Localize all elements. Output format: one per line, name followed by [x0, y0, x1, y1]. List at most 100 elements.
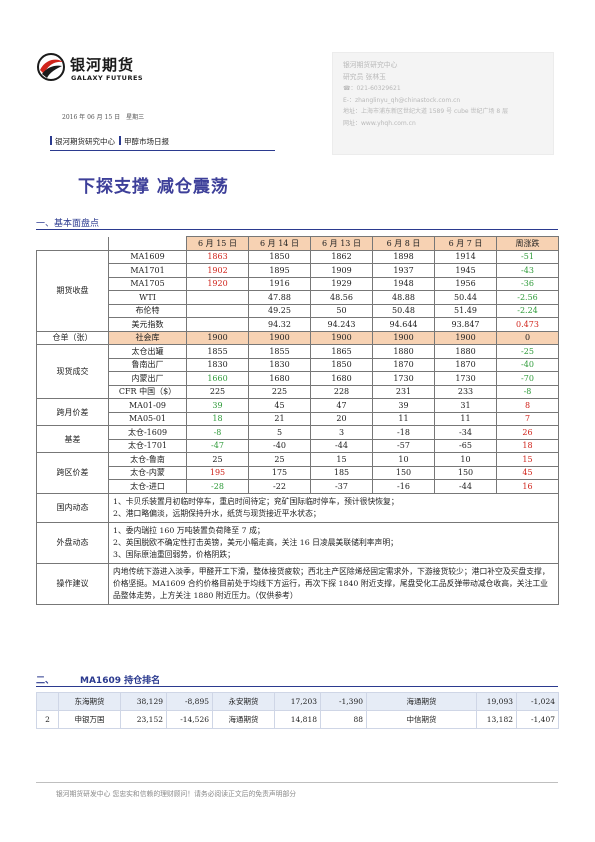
fundamentals-table-body: 6 月 15 日 6 月 14 日 6 月 13 日 6 月 8 日 6 月 7… — [36, 236, 559, 605]
weekly-change-cell: 45 — [496, 465, 559, 480]
table-row: 期货收盘 MA1609 1863 1850 1862 1898 1914 -51 — [36, 249, 559, 332]
position-value: 23,152 — [120, 710, 167, 729]
advice-content: 内地传统下游进入淡季，甲醛开工下滑，整体接货疲软；西北主产区除烯烃固定需求外，下… — [108, 562, 559, 605]
footer-rule — [36, 782, 558, 783]
row-label: MA1609 — [108, 249, 187, 264]
breadcrumb-separator — [119, 136, 121, 145]
table-row: 太仓-进口 -28 -22 -37 -16 -44 16 — [37, 479, 559, 494]
value-cell: 1900 — [248, 330, 311, 345]
value-cell: 94.32 — [248, 317, 311, 332]
breadcrumb-rule — [50, 150, 275, 151]
value-cell: 1895 — [248, 263, 311, 278]
fundamentals-table: 6 月 15 日 6 月 14 日 6 月 13 日 6 月 8 日 6 月 7… — [36, 236, 559, 605]
weekly-change-cell: 16 — [496, 479, 559, 494]
row-group-label: 仓单（张） — [36, 330, 109, 345]
weekly-change-cell: 7 — [496, 411, 559, 426]
position-change: -1,407 — [516, 710, 559, 729]
table-row: 太仓-内蒙 195 175 185 150 150 45 — [37, 465, 559, 480]
report-date: 2016 年 06 月 15 日星期三 — [62, 112, 150, 121]
row-label: WTI — [108, 290, 187, 305]
value-cell: -34 — [434, 425, 497, 440]
brand-logo: 银河期货 GALAXY FUTURES — [36, 50, 146, 90]
position-change: -1,390 — [320, 692, 367, 711]
header-cell: 6 月 7 日 — [434, 236, 497, 251]
value-cell: 31 — [434, 398, 497, 413]
advice-label: 操作建议 — [36, 562, 109, 605]
value-cell: 1855 — [248, 344, 311, 359]
value-cell: 47 — [310, 398, 373, 413]
weekly-change-cell: -70 — [496, 371, 559, 386]
weekly-change-cell: 0 — [496, 330, 559, 345]
contact-box: 银河期货研究中心 研究员 张林玉 ☎：021-60329621 E-：zhang… — [332, 52, 554, 155]
ranking-body: 东海期货 38,129 -8,895 永安期货 17,203 -1,390 海通期货 19,0… — [36, 692, 559, 729]
value-cell: 1900 — [310, 330, 373, 345]
value-cell: 25 — [186, 452, 249, 467]
table-row: WTI 47.88 48.56 48.88 50.44 -2.56 — [37, 290, 559, 305]
value-cell: 15 — [310, 452, 373, 467]
value-cell — [186, 290, 249, 305]
value-cell: 1916 — [248, 276, 311, 291]
table-row: MA1701 1902 1895 1909 1937 1945 -43 — [37, 263, 559, 278]
section2-rule — [36, 686, 558, 687]
value-cell: 1863 — [186, 249, 249, 264]
row-group-label: 现货成交 — [36, 344, 109, 399]
value-cell: -44 — [310, 438, 373, 453]
value-cell: 1920 — [186, 276, 249, 291]
broker-name: 中信期货 — [366, 710, 477, 729]
table-row: 现货成交 太仓出罐 1855 1855 1865 1880 1880 -25 — [36, 344, 559, 399]
value-cell: -18 — [372, 425, 435, 440]
value-cell: 1660 — [186, 371, 249, 386]
value-cell: 195 — [186, 465, 249, 480]
value-cell: 10 — [434, 452, 497, 467]
galaxy-logo-icon — [37, 53, 65, 81]
value-cell: 225 — [186, 384, 249, 399]
row-label: 社会库 — [108, 330, 187, 345]
weekly-change-cell: -36 — [496, 276, 559, 291]
overseas-line: 2、英国脱欧不确定性打击英镑，美元小幅走高，关注 16 日凌晨美联储利率声明； — [113, 537, 398, 547]
value-cell — [186, 317, 249, 332]
value-cell: 1900 — [186, 330, 249, 345]
value-cell: 5 — [248, 425, 311, 440]
value-cell: 1900 — [372, 330, 435, 345]
table-row: MA1705 1920 1916 1929 1948 1956 -36 — [37, 276, 559, 291]
value-cell: 94.644 — [372, 317, 435, 332]
row-label: MA01-09 — [108, 398, 187, 413]
value-cell: -16 — [372, 479, 435, 494]
table-row-warehouse: 仓单（张） 社会库 1900 1900 1900 1900 1900 0 — [36, 330, 559, 345]
weekly-change-cell: -2.24 — [496, 303, 559, 318]
value-cell: -40 — [248, 438, 311, 453]
row-label: MA1701 — [108, 263, 187, 278]
row-label: CFR 中国（$） — [108, 384, 187, 399]
rank-number: 2 — [36, 710, 59, 729]
value-cell: 1880 — [434, 344, 497, 359]
table-row: 太仓-1701 -47 -40 -44 -57 -65 18 — [37, 438, 559, 453]
brand-name-en: GALAXY FUTURES — [71, 74, 144, 82]
value-cell: 1898 — [372, 249, 435, 264]
row-label: 太仓-进口 — [108, 479, 187, 494]
domestic-label: 国内动态 — [36, 492, 109, 523]
row-label: 美元指数 — [108, 317, 187, 332]
section1-title: 一、基本面盘点 — [36, 219, 100, 229]
row-label: MA05-01 — [108, 411, 187, 426]
domestic-line: 2、港口略偏淡，远期保持升水，纸货与现货接近平水状态； — [113, 508, 321, 518]
value-cell: 233 — [434, 384, 497, 399]
value-cell: 225 — [248, 384, 311, 399]
value-cell: -22 — [248, 479, 311, 494]
broker-name: 海通期货 — [212, 710, 275, 729]
value-cell: 1730 — [434, 371, 497, 386]
header-cell: 6 月 14 日 — [248, 236, 311, 251]
value-cell: 51.49 — [434, 303, 497, 318]
value-cell: 1850 — [310, 357, 373, 372]
weekly-change-cell: 15 — [496, 452, 559, 467]
row-group-label: 基差 — [36, 425, 109, 453]
header-cell: 6 月 8 日 — [372, 236, 435, 251]
weekly-change-cell: -40 — [496, 357, 559, 372]
row-group-label: 跨区价差 — [36, 452, 109, 494]
contact-person: 研究员 张林玉 — [343, 72, 386, 81]
breadcrumb-report: 甲醇市场日报 — [124, 137, 169, 146]
table-row: 布伦特 49.25 50 50.48 51.49 -2.24 — [37, 303, 559, 318]
value-cell: 1880 — [372, 344, 435, 359]
value-cell: 1862 — [310, 249, 373, 264]
value-cell: 50.48 — [372, 303, 435, 318]
table-row: 基差 太仓-1609 -8 5 3 -18 -34 26 — [36, 425, 559, 453]
